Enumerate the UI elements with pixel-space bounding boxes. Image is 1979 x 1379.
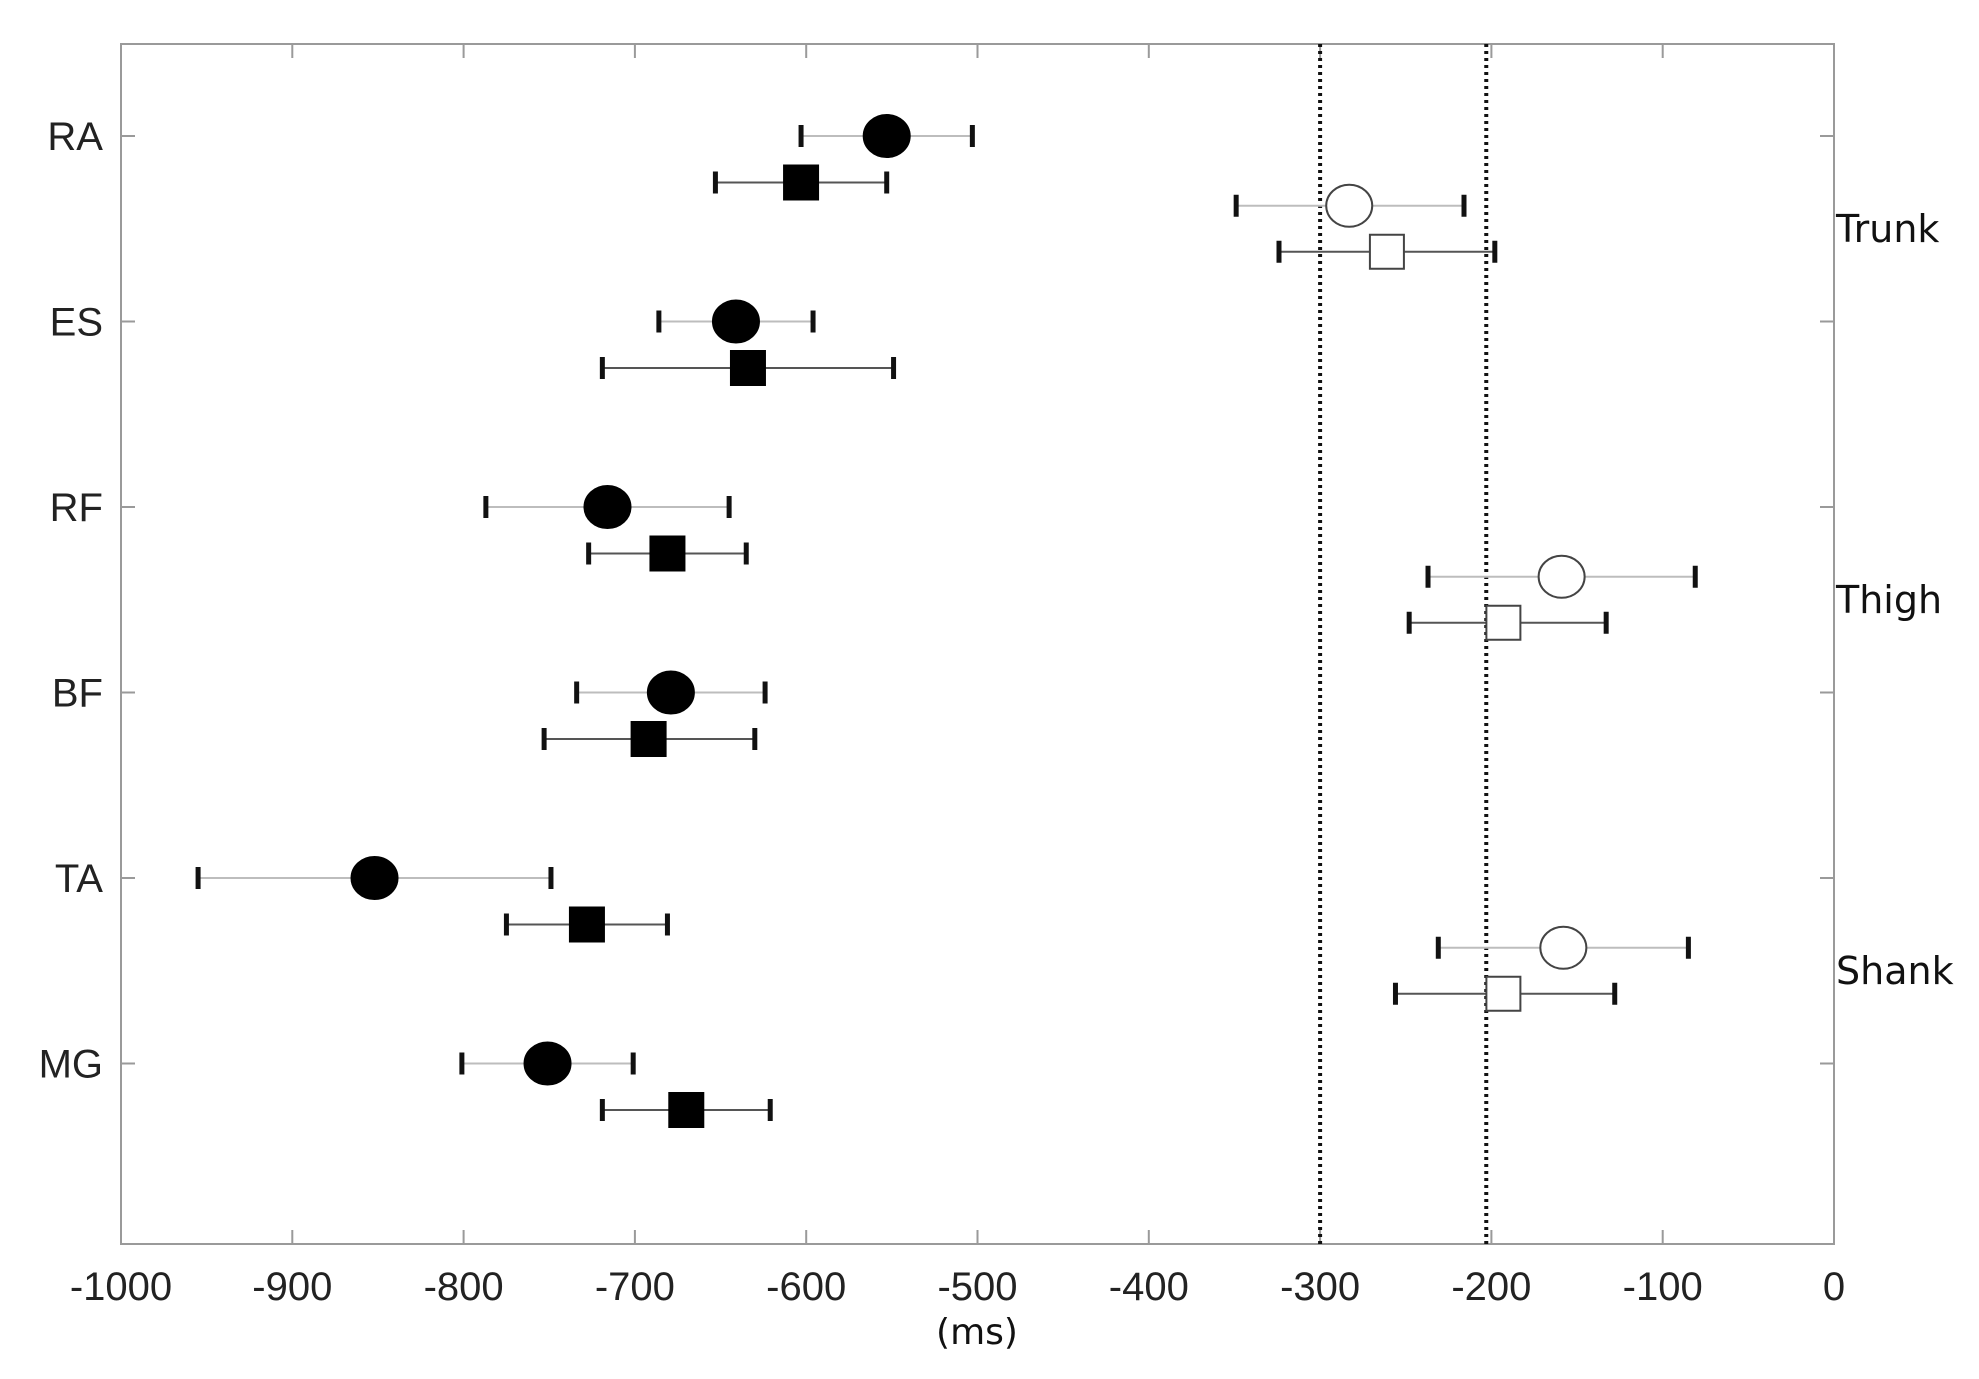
data-markers (350, 114, 1588, 1128)
plot-frame (120, 43, 1835, 1245)
filled-square-marker (729, 350, 766, 386)
region-label-trunk: Trunk (1835, 207, 1939, 251)
x-tick-label: -500 (937, 1265, 1017, 1309)
x-tick-label: -700 (595, 1265, 675, 1309)
open-square-marker (1485, 975, 1522, 1012)
category-label-ra: RA (47, 115, 103, 159)
filled-square-marker (668, 1092, 705, 1128)
filled-circle-marker (646, 670, 695, 715)
open-circle-marker (1537, 554, 1586, 599)
region-label-shank: Shank (1836, 949, 1954, 993)
category-label-ta: TA (55, 857, 103, 901)
x-tick-label: -400 (1109, 1265, 1189, 1309)
x-tick-labels: -1000 -900 -800 -700 -600 -500 -400 -300 -200 -10… (70, 1265, 1845, 1309)
error-bars (195, 125, 1698, 1121)
x-tick-label: -200 (1451, 1265, 1531, 1309)
filled-square-marker (783, 164, 820, 201)
filled-square-marker (649, 535, 686, 572)
x-tick-label: -100 (1623, 1265, 1703, 1309)
x-tick-label: -300 (1280, 1265, 1360, 1309)
x-axis-title: (ms) (936, 1312, 1018, 1353)
category-label-bf: BF (52, 672, 103, 716)
filled-circle-marker (711, 299, 760, 344)
open-circle-marker (1325, 183, 1374, 228)
filled-circle-marker (523, 1041, 572, 1086)
category-labels: RA ES RF BF TA MG (39, 115, 104, 1087)
category-label-rf: RF (50, 486, 103, 530)
filled-square-marker (568, 906, 605, 943)
open-circle-marker (1539, 925, 1588, 970)
filled-circle-marker (862, 114, 911, 158)
x-tick-label: -800 (424, 1265, 504, 1309)
category-label-mg: MG (39, 1043, 103, 1087)
filled-circle-marker (350, 856, 399, 900)
category-label-es: ES (50, 301, 103, 345)
open-square-marker (1485, 604, 1522, 641)
filled-square-marker (630, 721, 667, 757)
axis-ticks (120, 44, 1835, 1244)
filled-circle-marker (583, 485, 632, 529)
open-square-marker (1368, 233, 1405, 270)
x-tick-label: -900 (252, 1265, 332, 1309)
region-labels: Trunk Thigh Shank (1835, 207, 1954, 993)
region-label-thigh: Thigh (1835, 578, 1942, 622)
x-tick-label: -1000 (70, 1265, 172, 1309)
x-tick-label: -600 (766, 1265, 846, 1309)
x-tick-label: 0 (1823, 1265, 1845, 1309)
